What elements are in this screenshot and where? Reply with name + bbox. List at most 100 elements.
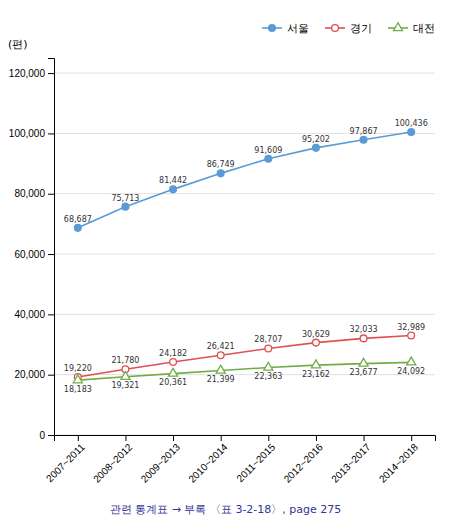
grid <box>54 73 435 435</box>
point-marker <box>170 359 177 366</box>
y-tick-label: 80,000 <box>14 188 45 199</box>
data-label: 95,202 <box>302 135 330 144</box>
data-label: 86,749 <box>207 160 235 169</box>
data-label: 91,609 <box>254 146 282 155</box>
x-tick-label: 2013~2017 <box>329 441 373 485</box>
point-marker <box>407 357 416 365</box>
x-axis: 2007~20112008~20122009~20132010~20142011… <box>44 435 436 485</box>
data-label: 97,867 <box>350 127 378 136</box>
data-label: 23,677 <box>350 368 378 377</box>
legend: 서울 경기 대전 <box>262 22 435 35</box>
point-marker <box>265 345 272 352</box>
data-label: 24,092 <box>397 367 425 376</box>
x-tick-mark <box>78 435 79 441</box>
legend-label: 대전 <box>413 22 435 35</box>
x-tick-label: 2014~2018 <box>377 441 421 485</box>
data-label: 23,162 <box>302 370 330 379</box>
data-label: 81,442 <box>159 176 187 185</box>
grid-line <box>54 73 435 74</box>
data-label: 68,687 <box>64 215 92 224</box>
y-tick-mark <box>48 73 54 74</box>
point-marker <box>313 144 320 151</box>
x-tick-label: 2010~2014 <box>186 441 230 485</box>
point-marker <box>121 371 130 379</box>
point-marker <box>408 129 415 136</box>
grid-line <box>54 374 435 375</box>
point-marker <box>74 224 81 231</box>
point-marker <box>311 360 320 368</box>
legend-item: 대전 <box>388 22 435 35</box>
y-tick-mark <box>48 375 54 376</box>
y-tick-label: 100,000 <box>9 128 46 139</box>
y-tick-label: 120,000 <box>9 68 46 79</box>
y-tick-label: 0 <box>39 430 45 441</box>
x-tick: 2009~2013 <box>139 435 183 485</box>
x-tick-mark <box>125 435 126 441</box>
legend-label: 경기 <box>350 22 372 35</box>
point-marker <box>169 368 178 376</box>
data-label: 22,363 <box>254 372 282 381</box>
y-tick-mark <box>48 133 54 134</box>
legend-marker <box>269 25 276 32</box>
point-marker <box>73 375 82 383</box>
point-marker <box>122 203 129 210</box>
data-label: 32,989 <box>397 323 425 332</box>
y-tick: 120,000 <box>9 68 54 79</box>
data-label: 100,436 <box>395 119 428 128</box>
x-tick-label: 2009~2013 <box>139 441 183 485</box>
data-label: 75,713 <box>111 194 139 203</box>
series-line <box>78 336 411 378</box>
data-label: 20,361 <box>159 378 187 387</box>
x-tick-mark <box>364 435 365 441</box>
point-marker <box>360 136 367 143</box>
x-tick: 2010~2014 <box>186 435 230 485</box>
point-marker <box>408 332 415 339</box>
x-tick-label: 2007~2011 <box>44 441 87 484</box>
x-tick-mark <box>221 435 222 441</box>
x-tick: 2011~2015 <box>234 435 277 484</box>
legend-marker <box>332 25 339 32</box>
data-label: 19,220 <box>64 364 92 373</box>
point-marker <box>360 335 367 342</box>
y-tick-label: 40,000 <box>14 309 45 320</box>
series-line <box>78 132 411 228</box>
data-label: 24,182 <box>159 349 187 358</box>
y-tick: 60,000 <box>14 249 54 260</box>
y-axis-line <box>48 59 55 436</box>
data-label: 18,183 <box>64 385 92 394</box>
x-tick-mark <box>173 435 174 441</box>
x-axis-line <box>55 436 436 442</box>
legend-item: 경기 <box>325 22 372 35</box>
grid-line <box>54 133 435 134</box>
x-tick: 2013~2017 <box>329 435 373 485</box>
point-marker <box>170 186 177 193</box>
x-tick-label: 2012~2016 <box>282 441 326 485</box>
y-tick-mark <box>48 314 54 315</box>
x-tick-mark <box>268 435 269 441</box>
x-tick-mark <box>411 435 412 441</box>
grid-line <box>54 314 435 315</box>
chart: 020,00040,00060,00080,000100,000120,0002… <box>0 0 451 521</box>
point-marker <box>264 362 273 370</box>
y-axis-title: (편) <box>8 38 28 51</box>
y-tick: 100,000 <box>9 128 54 139</box>
data-label: 28,707 <box>254 335 282 344</box>
data-labels: 68,687 75,713 81,442 86,749 91,609 95,202 97,8… <box>64 119 428 394</box>
y-tick-mark <box>48 194 54 195</box>
data-label: 19,321 <box>111 381 139 390</box>
plot: 020,00040,00060,00080,000100,000120,0002… <box>9 59 436 485</box>
x-tick: 2014~2018 <box>377 435 421 485</box>
legend-item: 서울 <box>262 22 309 35</box>
grid-line <box>54 254 435 255</box>
x-tick-label: 2011~2015 <box>234 441 277 484</box>
y-tick: 40,000 <box>14 309 54 320</box>
y-tick-label: 60,000 <box>14 249 45 260</box>
data-label: 26,421 <box>207 342 235 351</box>
marks <box>73 129 415 383</box>
x-tick: 2008~2012 <box>91 435 135 485</box>
data-label: 30,629 <box>302 330 330 339</box>
x-tick: 2012~2016 <box>282 435 326 485</box>
point-marker <box>216 365 225 373</box>
point-marker <box>217 352 224 359</box>
point-marker <box>217 170 224 177</box>
